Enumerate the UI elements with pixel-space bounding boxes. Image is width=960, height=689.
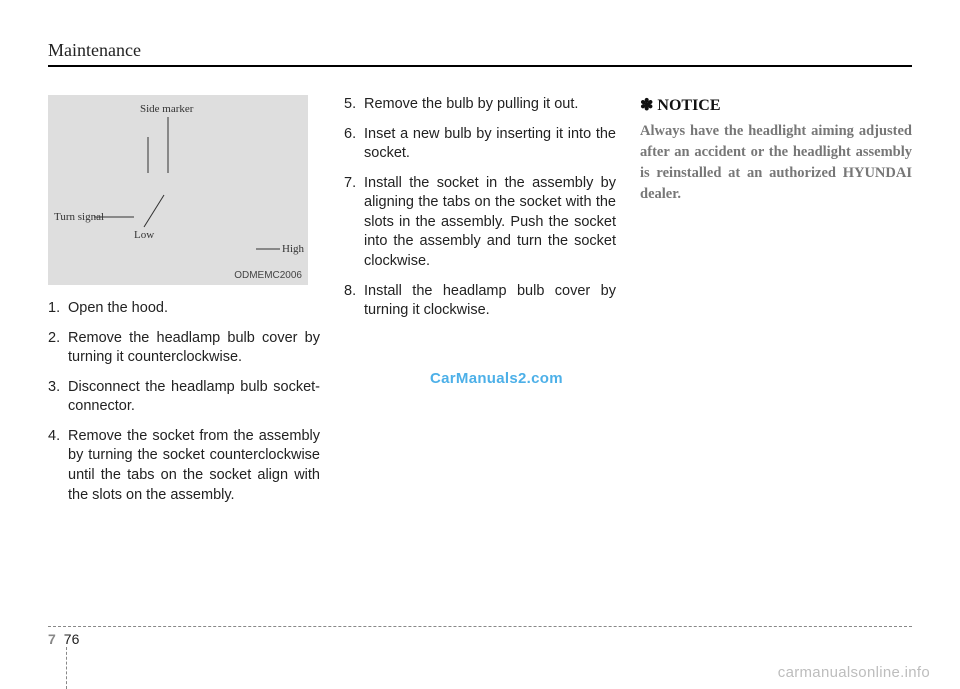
step-text: Install the socket in the assembly by al… [364,174,616,272]
step-number: 6. [344,125,364,164]
step-number: 1. [48,299,68,319]
list-item: 7.Install the socket in the assembly by … [344,174,616,272]
notice-heading: ✽ NOTICE [640,95,912,115]
step-text: Open the hood. [68,299,320,319]
list-item: 8.Install the headlamp bulb cover by tur… [344,282,616,321]
watermark-carmanualsonline: carmanualsonline.info [778,664,930,681]
step-number: 8. [344,282,364,321]
step-number: 2. [48,329,68,368]
column-1: Side marker Turn signal Low High ODMEMC2… [48,95,320,515]
step-number: 5. [344,95,364,115]
steps-list-left: 1.Open the hood. 2.Remove the headlamp b… [48,299,320,505]
notice-body: Always have the headlight aiming adjuste… [640,121,912,205]
content-columns: Side marker Turn signal Low High ODMEMC2… [48,95,912,515]
list-item: 4.Remove the socket from the assembly by… [48,427,320,505]
diagram-lines-icon [48,95,308,285]
diagram-label-high: High [282,243,304,255]
headlamp-diagram: Side marker Turn signal Low High ODMEMC2… [48,95,308,285]
step-number: 3. [48,378,68,417]
page: Maintenance Side marker Turn signal Low … [0,0,960,689]
step-text: Install the headlamp bulb cover by turni… [364,282,616,321]
list-item: 6.Inset a new bulb by inserting it into … [344,125,616,164]
diagram-label-low: Low [134,229,154,241]
diagram-label-turn-signal: Turn signal [54,211,104,223]
notice-symbol-icon: ✽ [640,97,653,114]
list-item: 1.Open the hood. [48,299,320,319]
page-number: 76 [64,631,80,647]
list-item: 2.Remove the headlamp bulb cover by turn… [48,329,320,368]
chapter-number: 7 [48,631,56,647]
steps-list-middle: 5.Remove the bulb by pulling it out. 6.I… [344,95,616,321]
diagram-code: ODMEMC2006 [234,270,302,281]
step-number: 4. [48,427,68,505]
step-text: Remove the bulb by pulling it out. [364,95,616,115]
step-number: 7. [344,174,364,272]
notice-title: NOTICE [657,97,720,114]
step-text: Inset a new bulb by inserting it into th… [364,125,616,164]
column-3: ✽ NOTICE Always have the headlight aimin… [640,95,912,515]
list-item: 3.Disconnect the headlamp bulb socket-co… [48,378,320,417]
page-header: Maintenance [48,40,912,67]
section-title: Maintenance [48,40,912,61]
footer-divider [66,647,67,689]
watermark-carmanuals2: CarManuals2.com [430,370,563,387]
step-text: Remove the headlamp bulb cover by turnin… [68,329,320,368]
page-footer: 7 76 [48,626,912,647]
step-text: Remove the socket from the assembly by t… [68,427,320,505]
column-2: 5.Remove the bulb by pulling it out. 6.I… [344,95,616,515]
diagram-label-side-marker: Side marker [140,103,193,115]
step-text: Disconnect the headlamp bulb socket-conn… [68,378,320,417]
list-item: 5.Remove the bulb by pulling it out. [344,95,616,115]
